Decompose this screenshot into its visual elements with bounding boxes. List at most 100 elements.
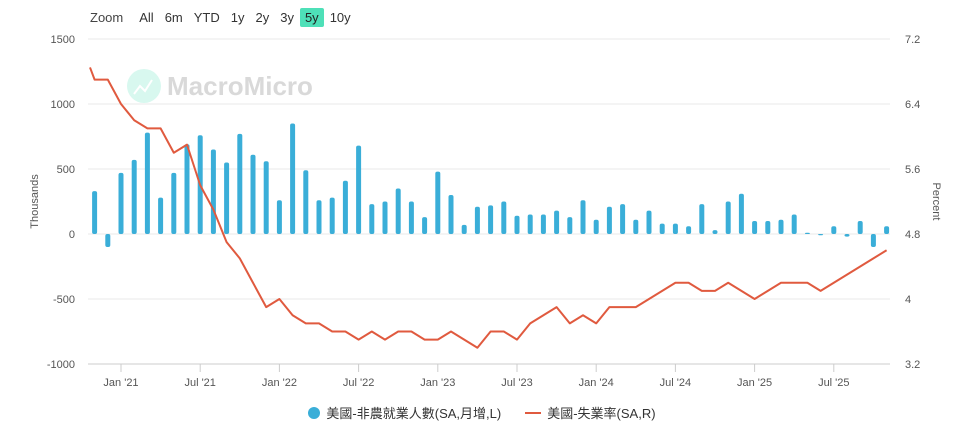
x-tick-label: Jul '23: [501, 377, 532, 389]
payroll-bar: [171, 172, 177, 234]
payroll-bar: [765, 221, 771, 234]
x-tick-label: Jan '24: [579, 377, 614, 389]
payroll-bar: [250, 154, 256, 234]
payroll-bar: [105, 234, 111, 247]
payroll-bar: [408, 201, 414, 234]
payroll-bar: [804, 232, 810, 234]
payroll-bar: [857, 221, 863, 234]
payroll-bar: [818, 234, 824, 236]
right-tick-label: 7.2: [905, 34, 920, 46]
payroll-bar: [633, 219, 639, 234]
range-ytd-button[interactable]: YTD: [193, 9, 220, 25]
range-selector: Zoom All 6m YTD 1y 2y 3y 5y 10y: [90, 6, 357, 28]
payroll-bar: [329, 197, 335, 234]
payroll-bar: [395, 188, 401, 234]
payroll-bar: [580, 200, 586, 234]
payroll-bar: [144, 132, 150, 234]
payroll-bar: [184, 144, 190, 234]
payroll-bar: [263, 161, 269, 234]
payroll-bar: [369, 204, 375, 234]
payroll-bar: [131, 159, 137, 234]
payroll-bar: [290, 123, 296, 234]
payroll-bar: [435, 171, 441, 234]
left-tick-label: 500: [57, 164, 75, 176]
payroll-bar: [356, 145, 362, 234]
macromicro-watermark: MacroMicro: [127, 69, 313, 103]
payroll-bar: [606, 206, 612, 234]
payroll-bar: [844, 234, 850, 237]
payroll-bar: [884, 226, 890, 234]
unemployment-line: [89, 67, 888, 349]
payroll-bar: [210, 149, 216, 234]
payroll-bar: [422, 217, 428, 234]
watermark-text: MacroMicro: [167, 71, 313, 101]
range-6m-button[interactable]: 6m: [164, 9, 183, 25]
legend-item-unemployment[interactable]: 美國-失業率(SA,R): [525, 403, 656, 422]
left-tick-label: -500: [53, 294, 75, 306]
right-axis-title: Percent: [930, 183, 942, 221]
payroll-bar: [514, 215, 520, 234]
payroll-bar: [870, 234, 876, 247]
range-all-button[interactable]: All: [139, 9, 154, 25]
payroll-bar: [672, 223, 678, 234]
payroll-bar: [501, 201, 507, 234]
payroll-bar: [448, 195, 454, 234]
x-tick-label: Jul '21: [184, 377, 215, 389]
payroll-bar: [527, 214, 533, 234]
payroll-bar: [382, 201, 388, 234]
x-tick-label: Jan '23: [420, 377, 455, 389]
payroll-bar: [461, 224, 467, 234]
payroll-bar: [738, 193, 744, 234]
legend-item-payrolls[interactable]: 美國-非農就業人數(SA,月增,L): [308, 403, 501, 422]
payroll-bar: [725, 201, 731, 234]
x-tick-label: Jul '25: [818, 377, 849, 389]
payroll-bar: [237, 133, 243, 234]
payroll-bar: [646, 210, 652, 234]
legend: 美國-非農就業人數(SA,月增,L) 美國-失業率(SA,R): [0, 403, 964, 422]
payroll-bar: [593, 219, 599, 234]
payroll-bar: [567, 217, 573, 234]
payroll-bar: [752, 221, 758, 234]
chart: MacroMicro 1500 7.2 1000 6.4 500 5.6 0 4.8 -500 4…: [29, 34, 942, 389]
x-tick-label: Jan '25: [737, 377, 772, 389]
payroll-bar: [659, 223, 665, 234]
payroll-bar: [554, 210, 560, 234]
left-tick-label: -1000: [47, 359, 75, 371]
legend-label-unemployment: 美國-失業率(SA,R): [547, 406, 656, 421]
payroll-bar: [342, 180, 348, 234]
x-tick-label: Jan '22: [262, 377, 297, 389]
legend-label-payrolls: 美國-非農就業人數(SA,月增,L): [326, 406, 502, 421]
range-2y-button[interactable]: 2y: [255, 9, 270, 25]
range-10y-button[interactable]: 10y: [329, 9, 351, 25]
payroll-bar: [158, 197, 164, 234]
payroll-bar: [686, 226, 692, 234]
range-1y-button[interactable]: 1y: [230, 9, 245, 25]
payroll-bar: [791, 214, 797, 234]
payroll-bar: [474, 206, 480, 234]
payroll-bar: [620, 204, 626, 234]
left-tick-label: 1500: [51, 34, 75, 46]
payroll-bar: [540, 214, 546, 234]
right-tick-label: 4.8: [905, 229, 920, 241]
x-tick-label: Jul '22: [343, 377, 374, 389]
range-5y-button[interactable]: 5y: [299, 7, 324, 27]
payroll-bar: [92, 191, 98, 234]
right-tick-label: 3.2: [905, 359, 920, 371]
payroll-bar: [778, 219, 784, 234]
x-tick-label: Jul '24: [660, 377, 691, 389]
payroll-bar: [303, 170, 309, 234]
payroll-bar: [712, 230, 718, 234]
left-axis-title: Thousands: [29, 174, 41, 229]
right-tick-label: 5.6: [905, 164, 920, 176]
line-series-marker: [525, 411, 542, 414]
payroll-bar: [118, 172, 124, 234]
left-tick-label: 1000: [51, 99, 75, 111]
right-tick-label: 6.4: [905, 99, 920, 111]
range-3y-button[interactable]: 3y: [280, 9, 294, 25]
payroll-bar: [699, 204, 705, 234]
zoom-label: Zoom: [90, 9, 124, 25]
right-tick-label: 4: [905, 294, 911, 306]
payroll-bar: [316, 200, 322, 234]
payroll-bar: [488, 205, 494, 234]
bar-series-marker: [308, 406, 321, 419]
